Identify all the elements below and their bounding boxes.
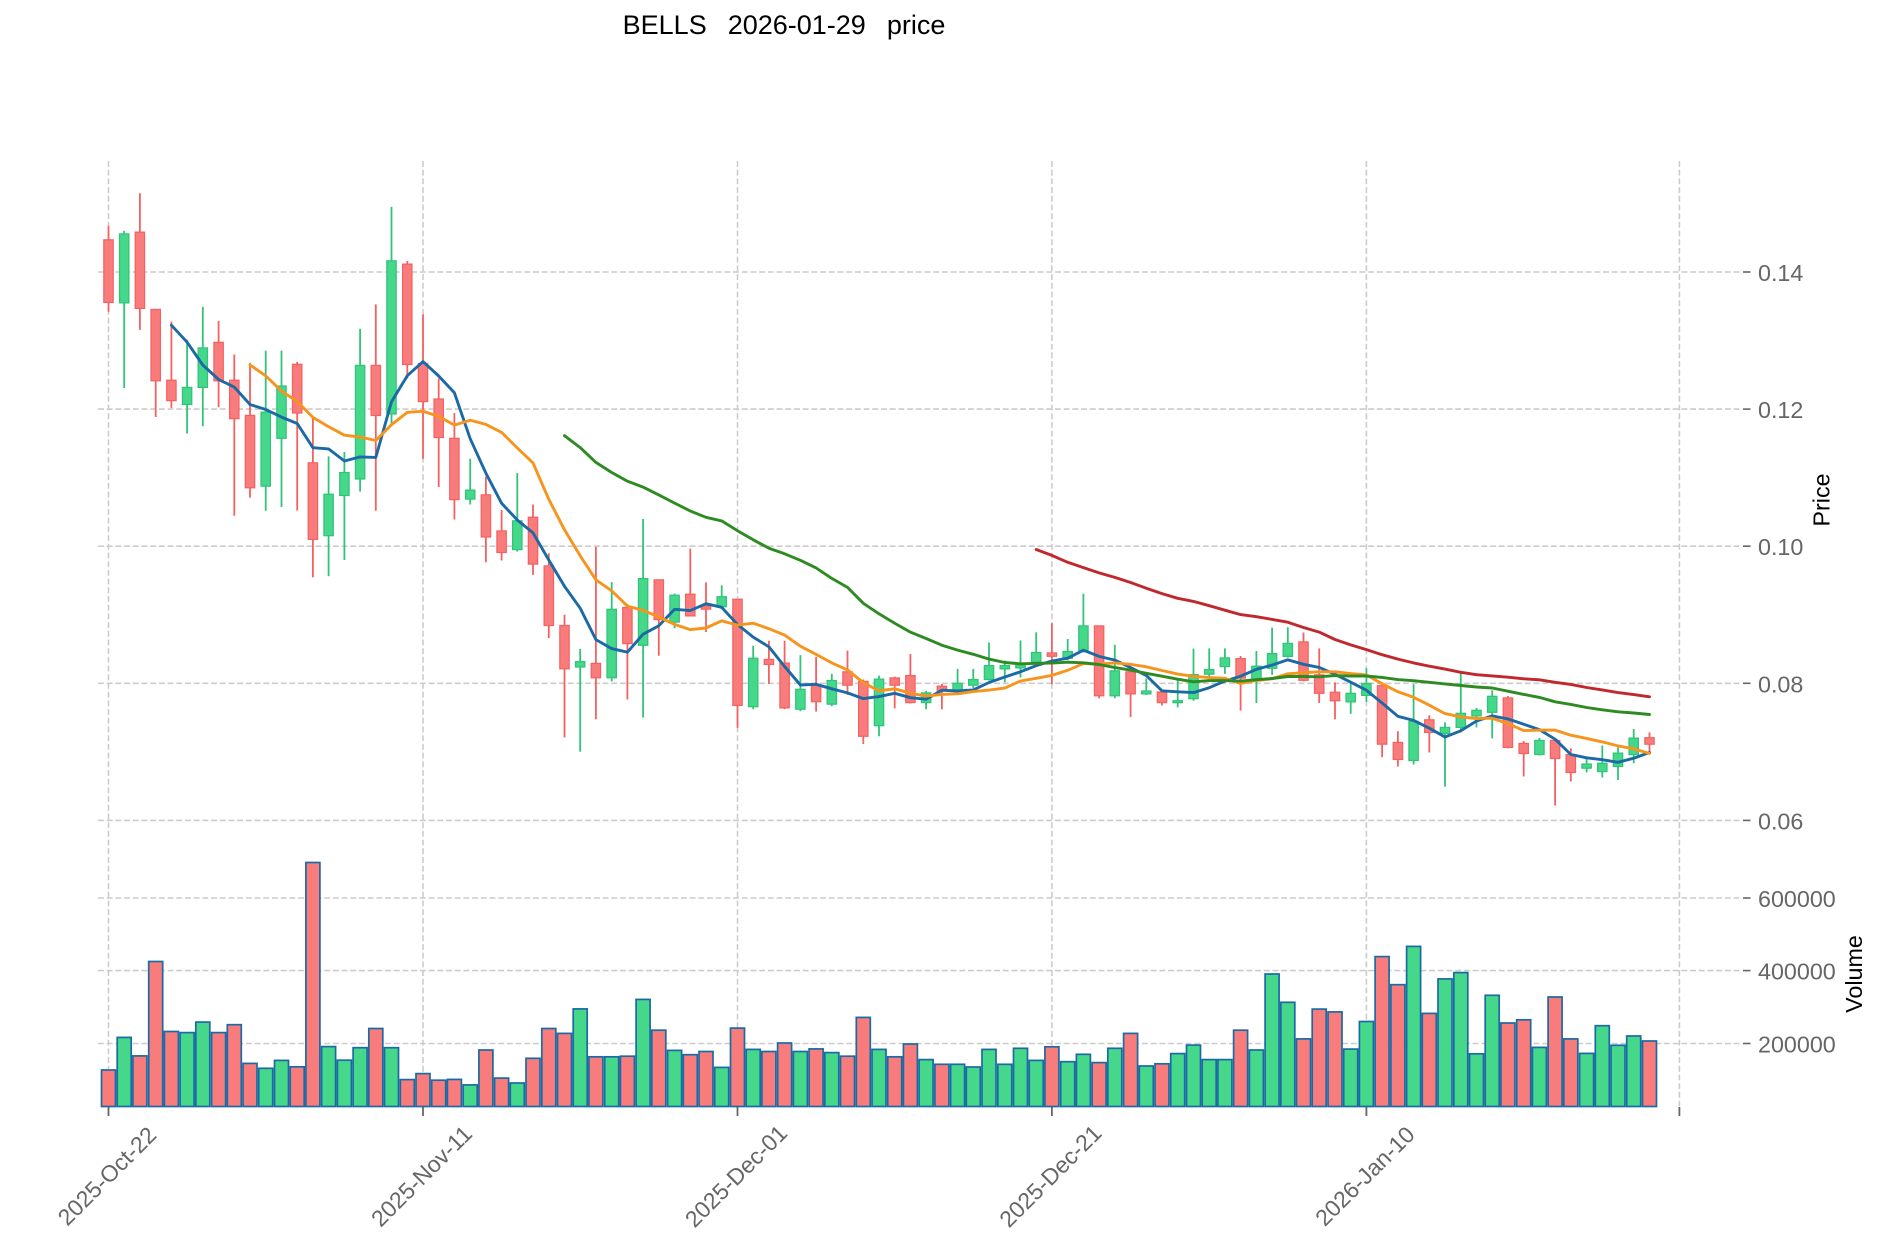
svg-text:Volume: Volume	[1841, 935, 1867, 1013]
svg-text:0.12: 0.12	[1758, 397, 1803, 423]
svg-text:400000: 400000	[1758, 959, 1836, 985]
svg-text:600000: 600000	[1758, 886, 1836, 912]
svg-text:BELLS 2026-01-29 price: BELLS 2026-01-29 price	[623, 10, 946, 40]
svg-text:0.14: 0.14	[1758, 260, 1803, 286]
svg-text:0.08: 0.08	[1758, 671, 1803, 697]
svg-text:200000: 200000	[1758, 1032, 1836, 1058]
svg-text:0.06: 0.06	[1758, 808, 1803, 834]
svg-text:Price: Price	[1809, 473, 1835, 526]
svg-text:0.10: 0.10	[1758, 534, 1803, 560]
